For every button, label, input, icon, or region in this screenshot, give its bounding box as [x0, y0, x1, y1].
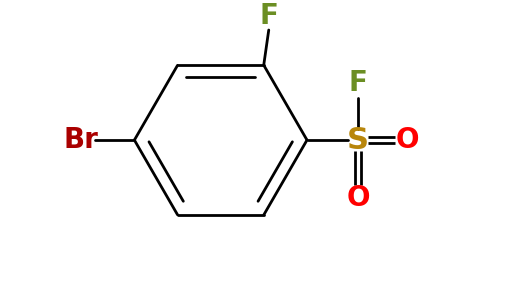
Text: S: S — [347, 126, 369, 155]
Text: Br: Br — [64, 126, 99, 154]
Text: O: O — [346, 184, 370, 212]
Text: O: O — [395, 126, 419, 154]
Text: F: F — [349, 69, 368, 97]
Text: F: F — [259, 2, 278, 30]
